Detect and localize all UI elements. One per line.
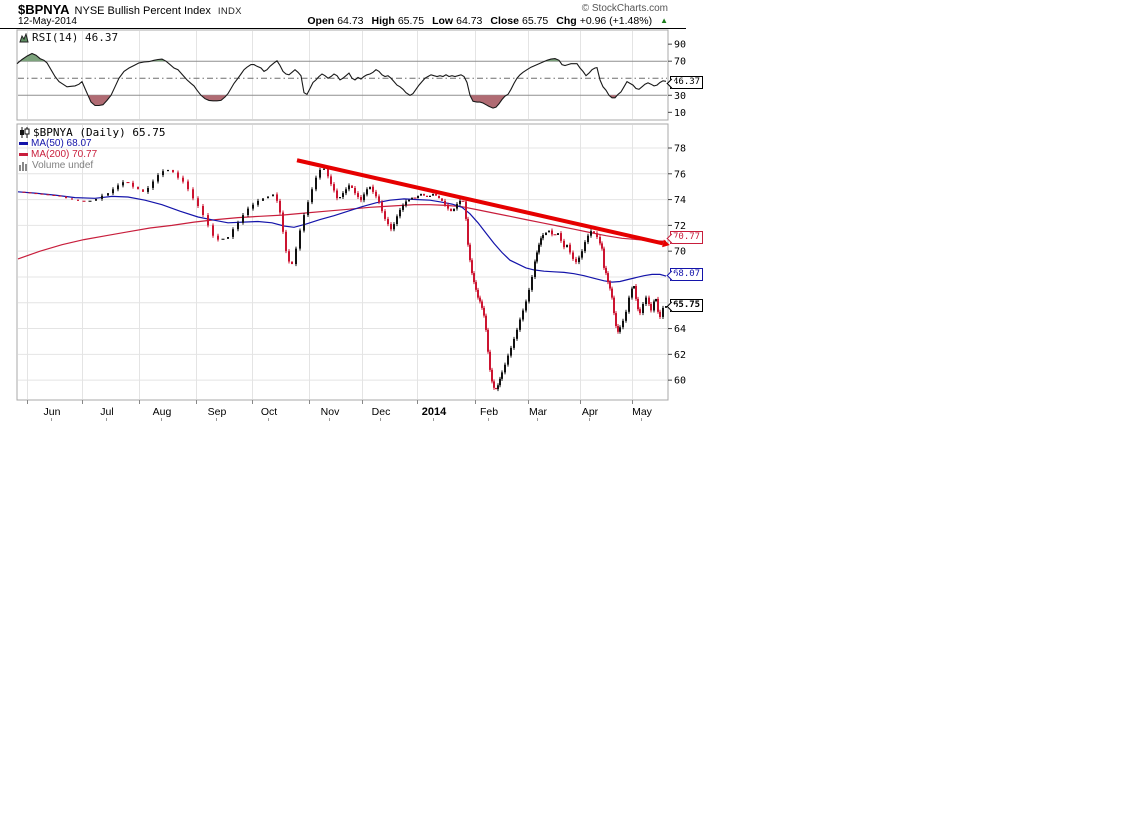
svg-text:70: 70 bbox=[674, 247, 686, 258]
rsi-legend-label: RSI(14) 46.37 bbox=[32, 31, 119, 44]
symbol: $BPNYA bbox=[18, 2, 70, 17]
quote-low: Low 64.73 bbox=[432, 15, 483, 27]
quote-close: Close 65.75 bbox=[490, 15, 549, 27]
chart-header: $BPNYA NYSE Bullish Percent Index INDX bbox=[18, 2, 242, 17]
svg-text:Nov: Nov bbox=[321, 406, 340, 418]
close-value-box: 65.75 bbox=[670, 299, 704, 312]
rsi-line bbox=[16, 52, 667, 109]
svg-text:Oct: Oct bbox=[261, 406, 277, 418]
svg-text:Jul: Jul bbox=[100, 406, 113, 418]
quote-change: Chg +0.96 (+1.48%) bbox=[556, 15, 653, 27]
price-chart-svg: 90 70 30 10 78 76 74 72 70 64 62 60 Jun Jul Aug Sep Oct N… bbox=[0, 28, 686, 421]
svg-text:Aug: Aug bbox=[153, 406, 172, 418]
chart-date: 12-May-2014 bbox=[18, 16, 77, 27]
rsi-value-box: 46.37 bbox=[670, 76, 704, 89]
price-gridlines bbox=[18, 147, 667, 381]
legend-ma200: MA(200) 70.77 bbox=[19, 149, 97, 160]
month-gridlines bbox=[27, 31, 633, 399]
ma50-line bbox=[17, 191, 667, 283]
svg-text:30: 30 bbox=[674, 91, 686, 102]
symbol-name: NYSE Bullish Percent Index bbox=[74, 5, 211, 17]
volume-bars-icon bbox=[19, 161, 27, 171]
legend-ma200-label: MA(200) 70.77 bbox=[31, 149, 98, 160]
svg-text:Feb: Feb bbox=[480, 406, 498, 418]
svg-text:Apr: Apr bbox=[582, 406, 599, 418]
quote-row: Open 64.73 High 65.75 Low 64.73 Close 65.75 … bbox=[307, 15, 668, 27]
svg-text:10: 10 bbox=[674, 108, 686, 119]
svg-text:2014: 2014 bbox=[422, 406, 447, 418]
main-legend-title: $BPNYA (Daily) 65.75 bbox=[19, 126, 165, 139]
rsi-icon bbox=[19, 32, 29, 42]
candles bbox=[22, 166, 667, 392]
ma50-value-box: 68.07 bbox=[670, 268, 704, 281]
change-up-arrow-icon: ▲ bbox=[660, 16, 668, 25]
ma200-swatch bbox=[19, 153, 28, 156]
ma200-value-box: 70.77 bbox=[670, 231, 704, 244]
svg-text:76: 76 bbox=[674, 169, 686, 180]
svg-text:60: 60 bbox=[674, 376, 686, 387]
candlestick-icon bbox=[20, 127, 30, 138]
panel-frames bbox=[16, 29, 669, 401]
svg-text:64: 64 bbox=[674, 324, 686, 335]
copyright: © StockCharts.com bbox=[581, 3, 668, 14]
trendline bbox=[296, 158, 670, 248]
ma50-swatch bbox=[19, 142, 28, 145]
main-legend-title-label: $BPNYA (Daily) 65.75 bbox=[33, 126, 166, 139]
rsi-legend: RSI(14) 46.37 bbox=[19, 31, 118, 44]
svg-text:Dec: Dec bbox=[372, 406, 391, 418]
quote-open: Open 64.73 bbox=[307, 15, 364, 27]
svg-text:62: 62 bbox=[674, 350, 686, 361]
symbol-exchange: INDX bbox=[217, 6, 242, 17]
ma200-line bbox=[17, 204, 667, 260]
legend-ma50: MA(50) 68.07 bbox=[19, 138, 92, 149]
svg-text:Jun: Jun bbox=[44, 406, 61, 418]
legend-volume-label: Volume undef bbox=[32, 160, 94, 171]
svg-text:70: 70 bbox=[674, 57, 686, 68]
svg-text:74: 74 bbox=[674, 195, 686, 206]
svg-text:Mar: Mar bbox=[529, 406, 548, 418]
quote-high: High 65.75 bbox=[371, 15, 425, 27]
svg-text:90: 90 bbox=[674, 40, 686, 51]
svg-text:72: 72 bbox=[674, 221, 686, 232]
svg-text:78: 78 bbox=[674, 143, 686, 154]
legend-volume: Volume undef bbox=[19, 160, 93, 171]
legend-ma50-label: MA(50) 68.07 bbox=[31, 138, 92, 149]
svg-text:Sep: Sep bbox=[208, 406, 227, 418]
axis-labels: 90 70 30 10 78 76 74 72 70 64 62 60 Jun Jul Aug Sep Oct N… bbox=[27, 40, 686, 421]
svg-text:May: May bbox=[632, 406, 653, 418]
